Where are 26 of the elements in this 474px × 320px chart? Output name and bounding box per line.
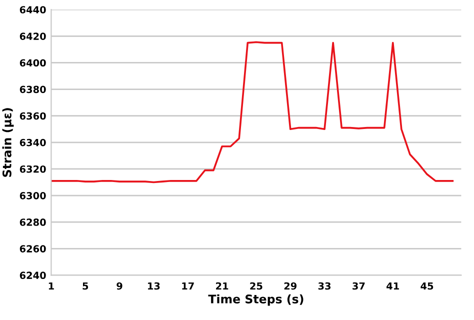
x-tick-label: 45 bbox=[420, 282, 434, 290]
x-tick-label: 17 bbox=[182, 282, 194, 290]
y-axis-title: Strain (με) bbox=[2, 108, 14, 177]
y-tick-label: 6360 bbox=[20, 112, 46, 120]
y-tick-label: 6300 bbox=[20, 192, 46, 200]
x-tick-label: 25 bbox=[250, 282, 262, 290]
y-tick-label: 6320 bbox=[20, 165, 46, 173]
x-tick-label: 13 bbox=[148, 282, 160, 290]
y-tick-label: 6440 bbox=[20, 6, 46, 14]
x-tick-label: 5 bbox=[82, 282, 88, 290]
y-tick-label: 6260 bbox=[20, 245, 46, 252]
x-tick-label: 41 bbox=[386, 282, 399, 290]
line-series bbox=[51, 41, 454, 184]
x-tick-label: 37 bbox=[352, 282, 365, 290]
x-tick-label: 29 bbox=[284, 282, 297, 290]
x-tick-label: 33 bbox=[318, 282, 331, 290]
x-tick-label: 9 bbox=[116, 282, 122, 290]
y-tick-label: 6240 bbox=[20, 272, 46, 280]
y-tick-label: 6340 bbox=[20, 138, 46, 146]
y-tick-label: 6280 bbox=[20, 218, 46, 226]
x-axis-title: Time Steps (s) bbox=[208, 294, 304, 306]
x-tick-label: 21 bbox=[216, 282, 228, 290]
x-tick-label: 1 bbox=[48, 282, 54, 290]
y-tick-label: 6400 bbox=[20, 59, 46, 67]
y-tick-label: 6420 bbox=[20, 32, 46, 40]
y-tick-label: 6380 bbox=[20, 86, 46, 94]
